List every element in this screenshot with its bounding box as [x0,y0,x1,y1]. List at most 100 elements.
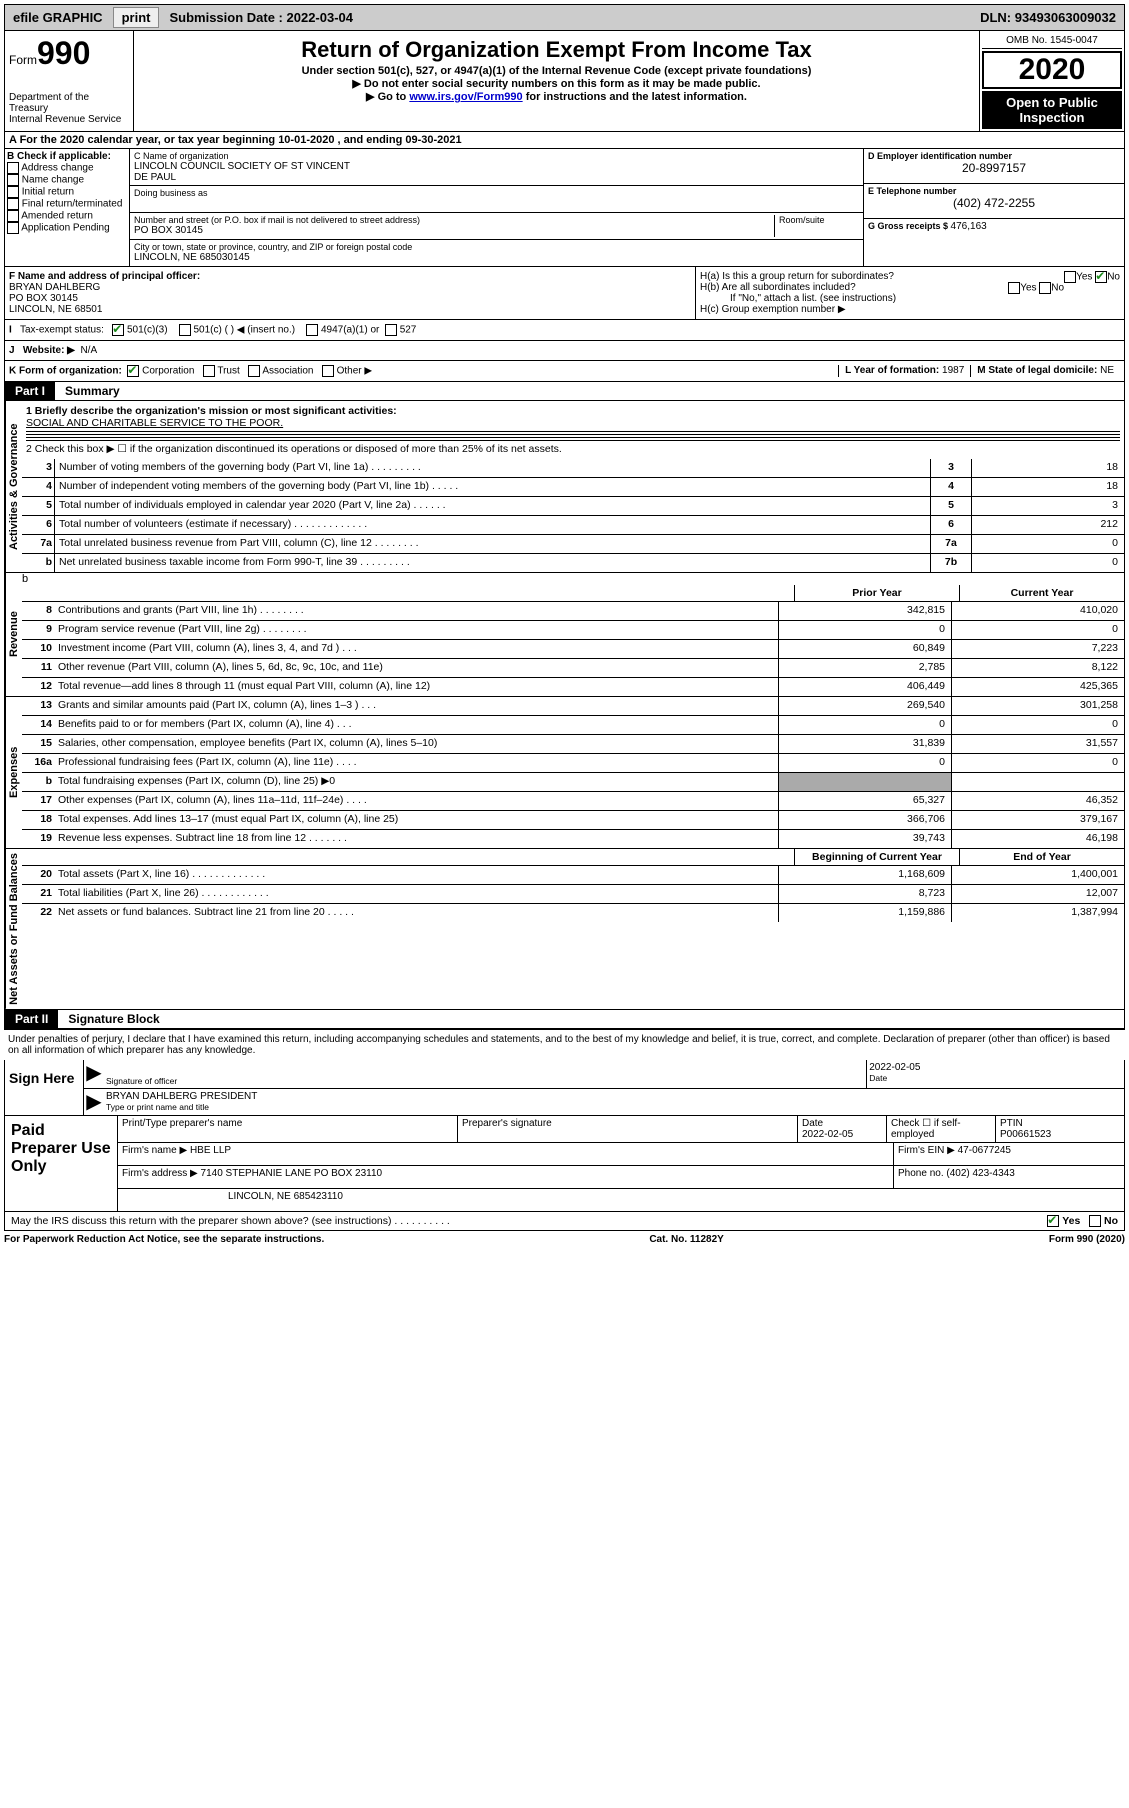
footer-right: Form 990 (2020) [1049,1234,1125,1245]
officer-addr2: LINCOLN, NE 68501 [9,304,102,315]
org-name-2: DE PAUL [134,172,859,183]
hb-no[interactable] [1039,282,1051,294]
current-val: 425,365 [951,678,1124,696]
line-num: 10 [22,640,54,658]
mission-text: SOCIAL AND CHARITABLE SERVICE TO THE POO… [26,417,283,429]
k-label: K Form of organization: [9,366,122,377]
fin-line: 16a Professional fundraising fees (Part … [22,754,1124,773]
summary-line: 5 Total number of individuals employed i… [22,497,1124,516]
current-val: 1,387,994 [951,904,1124,922]
ha-yes[interactable] [1064,271,1076,283]
current-val: 46,352 [951,792,1124,810]
current-val: 379,167 [951,811,1124,829]
fh-row: F Name and address of principal officer:… [4,267,1125,320]
prior-val: 1,159,886 [778,904,951,922]
prep-sig-label: Preparer's signature [462,1118,793,1129]
ein-value: 20-8997157 [868,161,1120,175]
form-num-990: 990 [37,35,90,71]
col-b-checkboxes: B Check if applicable: Address change Na… [5,149,130,266]
part-i-row: Part I Summary [4,382,1125,401]
omb-number: OMB No. 1545-0047 [982,33,1122,49]
chk-4947[interactable] [306,324,318,336]
line-num: 3 [22,459,55,477]
chk-final-return[interactable] [7,198,19,210]
discuss-no[interactable] [1089,1215,1101,1227]
prior-val: 406,449 [778,678,951,696]
current-val: 0 [951,716,1124,734]
prior-val: 0 [778,621,951,639]
preparer-block: Paid Preparer Use Only Print/Type prepar… [4,1116,1125,1212]
expenses-block: Expenses 13 Grants and similar amounts p… [4,697,1125,849]
prior-val [778,773,951,791]
col-c-name-address: C Name of organization LINCOLN COUNCIL S… [130,149,864,266]
website-value: N/A [80,345,97,356]
form-header: Form990 Department of the Treasury Inter… [4,31,1125,132]
chk-527[interactable] [385,324,397,336]
chk-initial-return[interactable] [7,186,19,198]
chk-name-change[interactable] [7,174,19,186]
print-button[interactable]: print [113,7,160,28]
net-headers: Beginning of Current Year End of Year [22,849,1124,866]
firm-name: HBE LLP [190,1145,231,1156]
officer-addr1: PO BOX 30145 [9,293,78,304]
tax-exempt-row: I Tax-exempt status: 501(c)(3) 501(c) ( … [4,320,1125,341]
form990-link[interactable]: www.irs.gov/Form990 [409,91,522,103]
firm-addr2: LINCOLN, NE 685423110 [118,1189,1124,1211]
fin-line: 10 Investment income (Part VIII, column … [22,640,1124,659]
subtitle-1: Under section 501(c), 527, or 4947(a)(1)… [138,65,975,77]
line-desc: Total expenses. Add lines 13–17 (must eq… [54,811,778,829]
org-name-label: C Name of organization [134,151,859,161]
chk-other[interactable] [322,365,334,377]
chk-501c3[interactable] [112,324,124,336]
prior-val: 8,723 [778,885,951,903]
header-right: OMB No. 1545-0047 2020 Open to Public In… [979,31,1124,131]
chk-application-pending[interactable] [7,222,19,234]
prior-val: 366,706 [778,811,951,829]
chk-address-change[interactable] [7,162,19,174]
prior-val: 0 [778,716,951,734]
chk-assoc[interactable] [248,365,260,377]
line-num: 13 [22,697,54,715]
line-num: 6 [22,516,55,534]
chk-amended[interactable] [7,210,19,222]
line-desc: Total assets (Part X, line 16) . . . . .… [54,866,778,884]
submission-date: 2022-03-04 [287,10,354,25]
sig-date: 2022-02-05 [869,1062,1122,1073]
part-i-label: Part I [5,382,55,400]
sign-arrow-icon: ▶ [84,1060,104,1088]
perjury-text: Under penalties of perjury, I declare th… [4,1029,1125,1060]
line-desc: Revenue less expenses. Subtract line 18 … [54,830,778,848]
firm-addr1: 7140 STEPHANIE LANE PO BOX 23110 [201,1168,383,1179]
typed-label: Type or print name and title [106,1102,1122,1112]
line-box: 4 [930,478,971,496]
j-letter: J [9,345,15,356]
summary-line: 3 Number of voting members of the govern… [22,459,1124,478]
line-desc: Total unrelated business revenue from Pa… [55,535,930,553]
current-val: 301,258 [951,697,1124,715]
vert-governance: Activities & Governance [5,401,22,572]
firm-addr-label: Firm's address ▶ [122,1168,201,1179]
prep-name-label: Print/Type preparer's name [122,1118,453,1129]
ha-no[interactable] [1095,271,1107,283]
ptin-label: PTIN [1000,1118,1120,1129]
chk-trust[interactable] [203,365,215,377]
line-val: 18 [971,478,1124,496]
mission-block: 1 Briefly describe the organization's mi… [22,401,1124,459]
i-letter: I [9,325,12,336]
current-val: 8,122 [951,659,1124,677]
form-number: Form990 [9,35,129,72]
hc-label: H(c) Group exemption number ▶ [700,304,1120,315]
m-block: M State of legal domicile: NE [970,365,1120,377]
discuss-row: May the IRS discuss this return with the… [4,1212,1125,1231]
chk-corp[interactable] [127,365,139,377]
discuss-yes[interactable] [1047,1215,1059,1227]
chk-501c[interactable] [179,324,191,336]
hb-yes[interactable] [1008,282,1020,294]
line-desc: Professional fundraising fees (Part IX, … [54,754,778,772]
footer-cat: Cat. No. 11282Y [649,1234,723,1245]
tel-label: E Telephone number [868,186,1120,196]
open-to-public: Open to Public Inspection [982,91,1122,129]
summary-line: 4 Number of independent voting members o… [22,478,1124,497]
line-val: 0 [971,535,1124,553]
top-bar: efile GRAPHIC print Submission Date : 20… [4,4,1125,31]
